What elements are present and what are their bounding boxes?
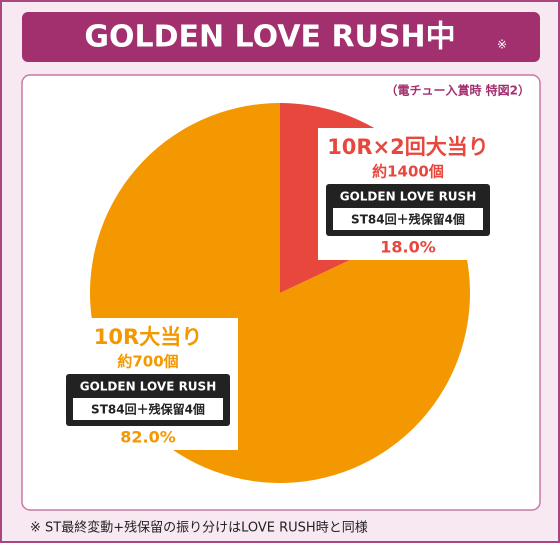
value-label: 82.0% bbox=[120, 428, 176, 447]
payout-label: 約1400個 bbox=[372, 163, 444, 181]
payout-label: 約700個 bbox=[117, 353, 178, 371]
title-banner bbox=[22, 12, 540, 62]
st-label: ST84回＋残保留4個 bbox=[91, 402, 205, 417]
title-note: ※ bbox=[497, 38, 507, 52]
st-box bbox=[73, 398, 223, 420]
mode-label: GOLDEN LOVE RUSH bbox=[80, 380, 217, 394]
subtitle: （電チュー入賞時 特図2） bbox=[385, 83, 530, 98]
mode-label: GOLDEN LOVE RUSH bbox=[340, 190, 477, 204]
value-label: 18.0% bbox=[380, 238, 436, 257]
chart-title: GOLDEN LOVE RUSH中 bbox=[84, 20, 455, 55]
slice-label: 10R×2回大当り bbox=[327, 135, 489, 159]
st-label: ST84回＋残保留4個 bbox=[351, 212, 465, 227]
slice-label: 10R大当り bbox=[94, 325, 202, 349]
footnote: ※ ST最終変動+残保留の振り分けはLOVE RUSH時と同様 bbox=[30, 520, 368, 536]
st-box bbox=[333, 208, 483, 230]
